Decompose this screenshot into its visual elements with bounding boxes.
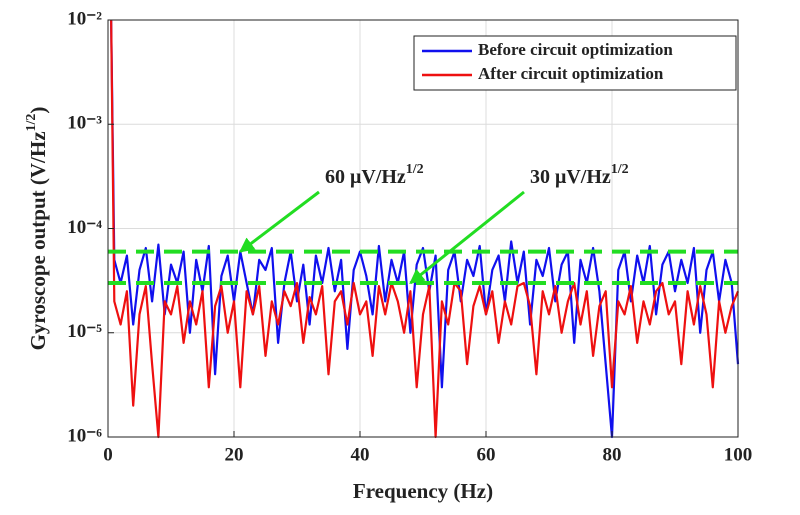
annotation-text: 60 μV/Hz1/2: [325, 162, 424, 187]
legend-label: After circuit optimization: [478, 64, 664, 83]
annotation-arrow: [239, 190, 320, 253]
y-axis-label-part: ): [26, 107, 50, 114]
x-tick-label: 40: [351, 444, 370, 465]
x-tick-label: 100: [724, 444, 753, 465]
annotation-text-part: 1/2: [611, 162, 629, 177]
y-axis-label-part: 1/2: [24, 114, 39, 132]
annotation-text-part: 1/2: [406, 162, 424, 177]
legend-label: Before circuit optimization: [478, 40, 673, 59]
annotation-text: 30 μV/Hz1/2: [530, 162, 629, 187]
x-tick-label: 20: [225, 444, 244, 465]
annotation-text-part: 30 μV/Hz: [530, 166, 611, 188]
y-tick-label: 10⁻⁵: [67, 321, 102, 342]
y-tick-label: 10⁻²: [67, 8, 102, 29]
y-axis-label-part: Gyroscope output (V/Hz: [26, 131, 50, 350]
annotation-arrow: [409, 190, 525, 285]
x-tick-label: 80: [603, 444, 622, 465]
x-tick-label: 60: [477, 444, 496, 465]
annotation-text-part: 60 μV/Hz: [325, 166, 406, 188]
plot-frame: [107, 19, 739, 438]
y-tick-label: 10⁻⁴: [67, 217, 102, 238]
series-line: [110, 19, 740, 439]
y-tick-label: 10⁻⁶: [67, 425, 102, 446]
y-tick-label: 10⁻³: [67, 113, 102, 134]
x-axis-label: Frequency (Hz): [353, 479, 493, 503]
x-tick-label: 0: [103, 444, 113, 465]
legend-box: [413, 35, 737, 91]
y-axis-label: Gyroscope output (V/Hz1/2): [24, 107, 50, 351]
